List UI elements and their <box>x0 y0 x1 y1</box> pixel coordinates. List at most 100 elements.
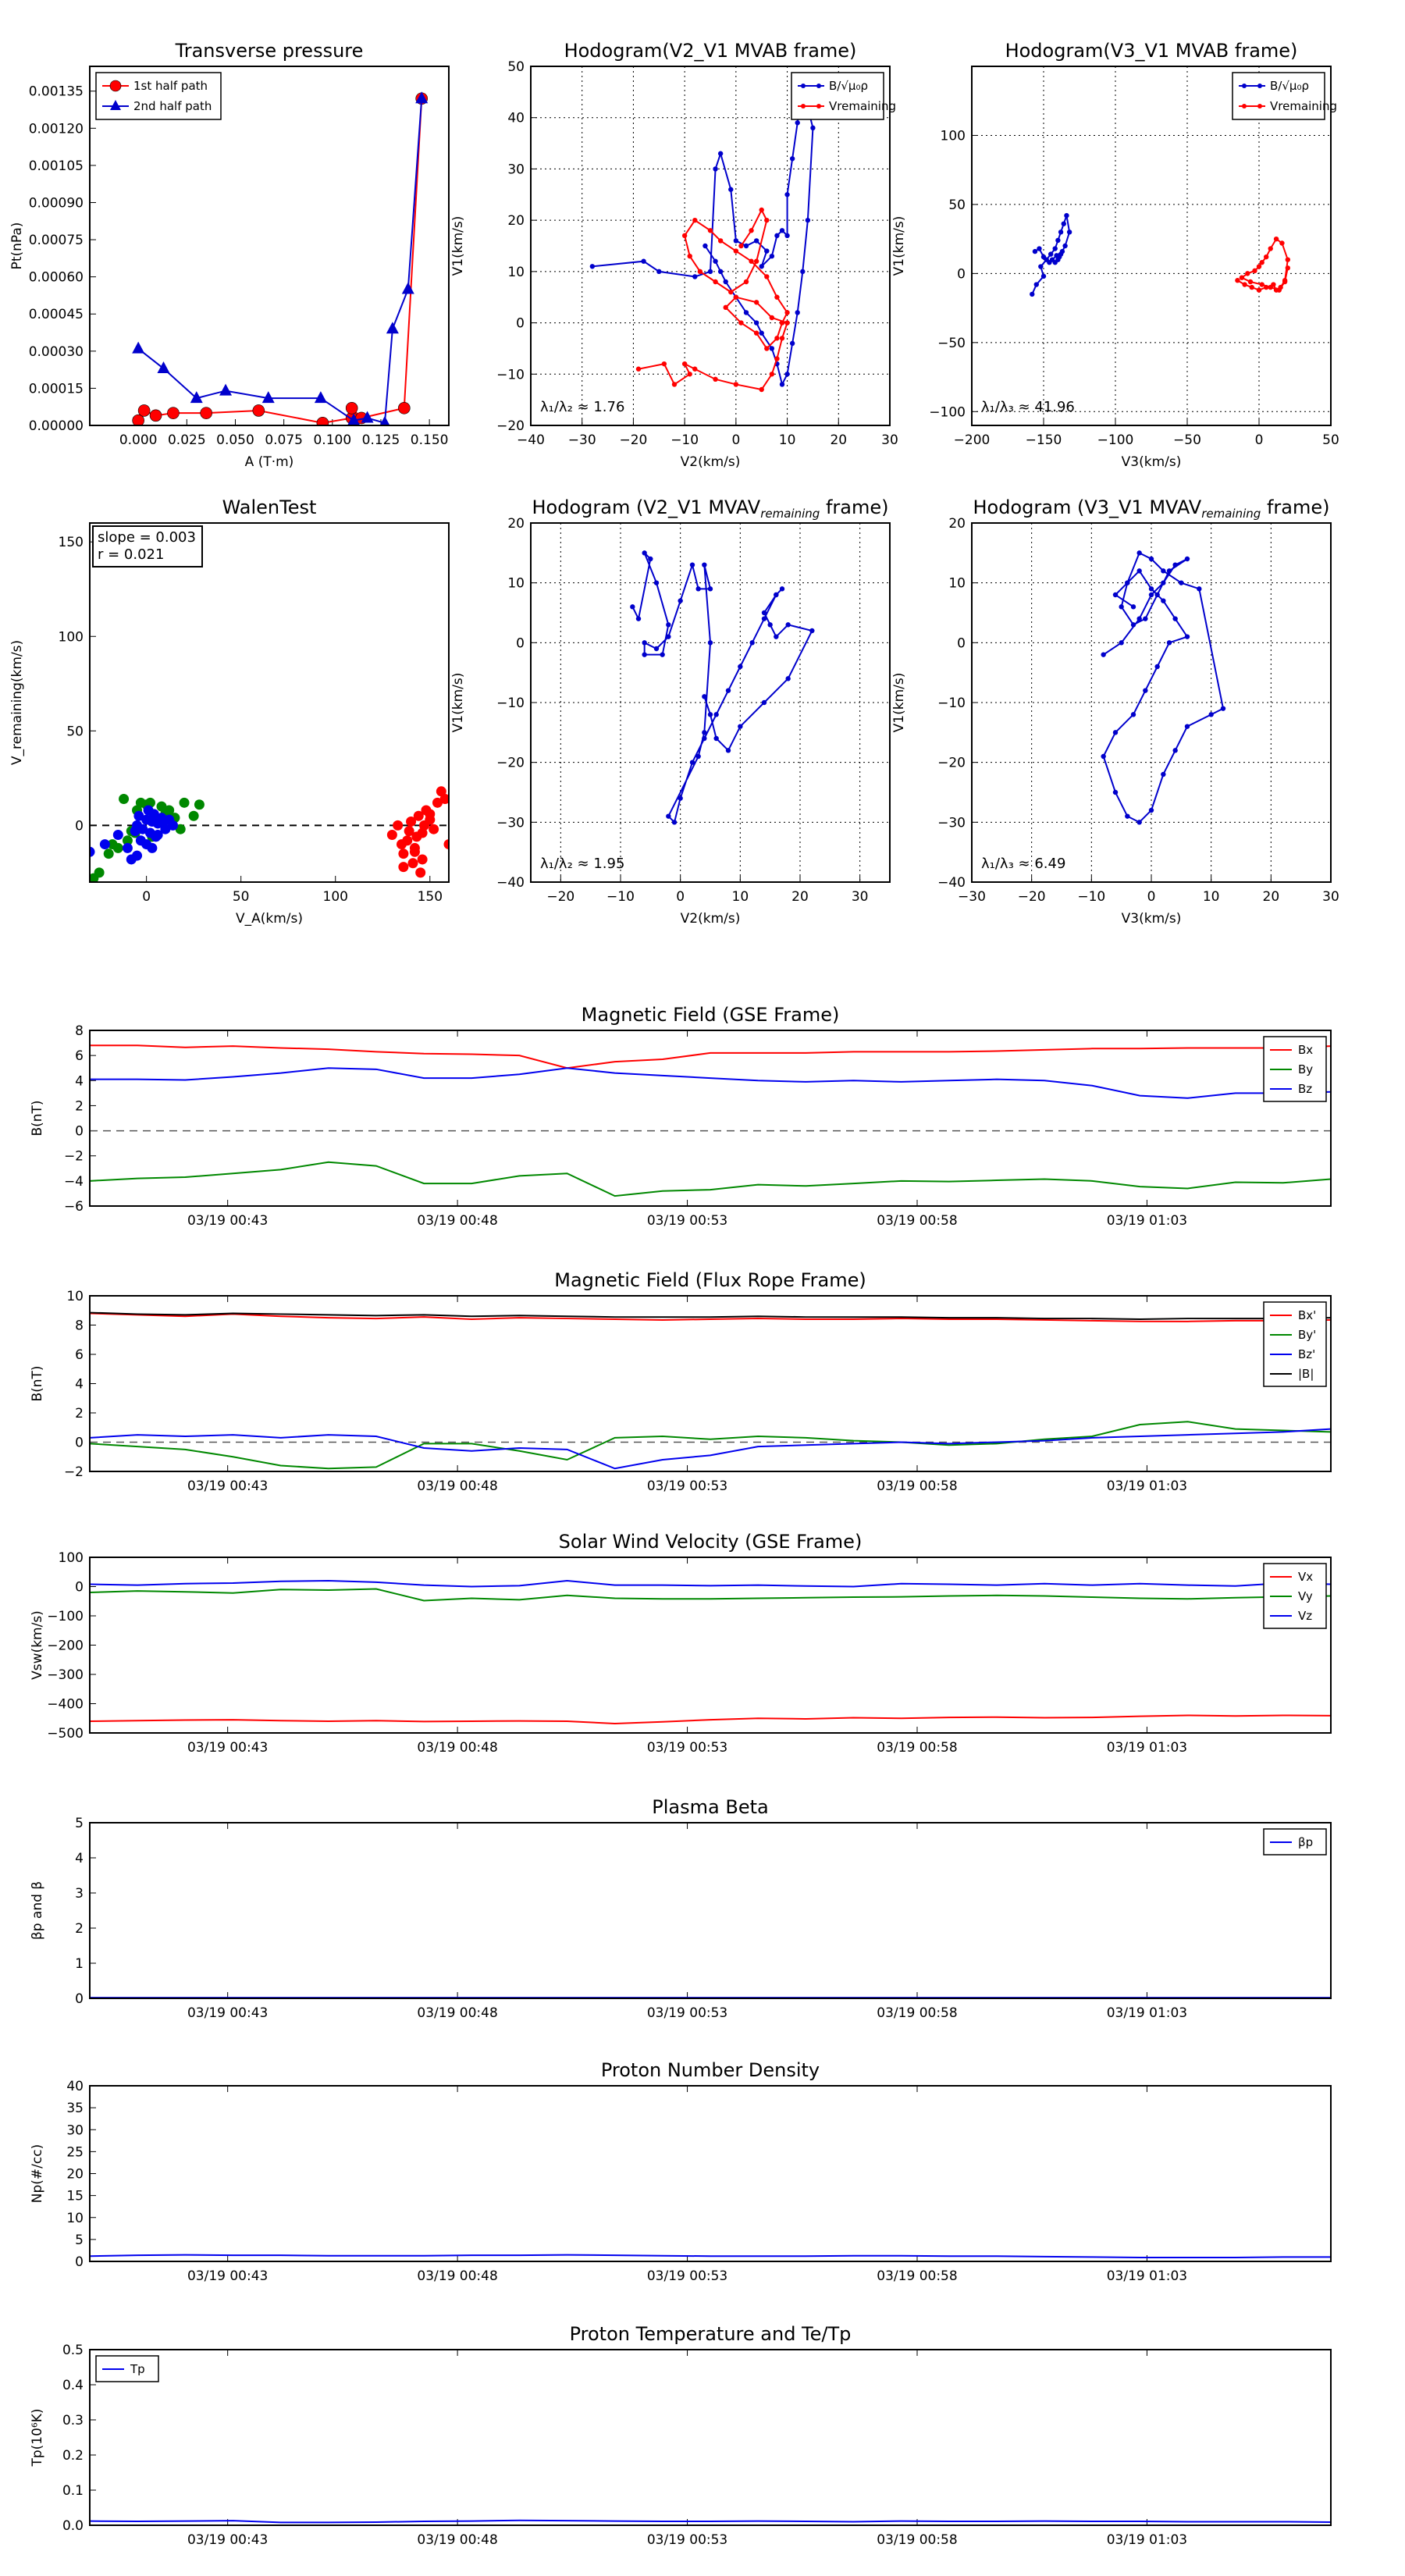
hodogram_v2v1_mvav-xtick-label: −20 <box>546 889 574 905</box>
walen_test-point <box>168 820 179 831</box>
transverse_pressure-point <box>157 361 170 374</box>
hodogram_v2v1_mvav-ytick-label: 20 <box>507 516 525 532</box>
hodogram_v2v1_mvav-point <box>653 580 660 585</box>
hodogram_v3v1_mvav-point <box>1112 730 1119 735</box>
transverse_pressure-point <box>137 404 151 417</box>
hodogram_v2v1_mvav-point <box>702 735 707 742</box>
hodogram_v2v1_mvab-point <box>779 320 785 326</box>
hodogram_v3v1_mvav-point <box>1166 568 1172 574</box>
plasma_beta-ytick-label: 0 <box>75 1991 84 2007</box>
proton_temp-legend-label: Tp <box>130 2362 145 2376</box>
walen_test-point <box>415 867 426 878</box>
hodogram_v2v1_mvab-point <box>641 258 646 264</box>
hodogram_v2v1_mvav-ytick-label: 10 <box>507 576 525 592</box>
hodogram_v3v1_mvab-point <box>1032 248 1038 254</box>
walen_test-point <box>393 820 404 831</box>
mag_gse-series-line-0 <box>90 1044 1332 1069</box>
hodogram_v3v1_mvab-point <box>1252 268 1257 274</box>
hodogram_v3v1_mvab-point <box>1264 284 1269 290</box>
transverse_pressure-point <box>261 391 275 404</box>
proton_density-title: Proton Number Density <box>601 2059 820 2081</box>
hodogram_v2v1_mvav-point <box>660 652 665 657</box>
hodogram_v2v1_mvav-point <box>702 694 707 699</box>
hodogram_v2v1_mvav-title: Hodogram (V2_V1 MVAVremaining frame) <box>532 496 889 521</box>
hodogram_v2v1_mvab-xtick-label: 20 <box>830 432 847 448</box>
mag_fr-xtick-label: 03/19 01:03 <box>1107 1478 1187 1494</box>
transverse_pressure-xtick-label: 0.025 <box>168 432 206 448</box>
plasma_beta-xtick-label: 03/19 00:53 <box>647 2005 727 2021</box>
proton_temp-chart: Proton Temperature and Te/Tp 03/19 00:43 0… <box>30 2323 1332 2548</box>
hodogram_v3v1_mvav-point <box>1143 688 1148 693</box>
plasma_beta-ytick-label: 4 <box>75 1851 84 1866</box>
hodogram_v2v1_mvab-point <box>717 269 724 275</box>
hodogram_v2v1_mvab-point <box>723 279 728 285</box>
walen_test-xtick-label: 0 <box>142 889 151 905</box>
walen_test-point <box>164 805 175 816</box>
hodogram_v3v1_mvab-legend-marker <box>1257 104 1262 109</box>
hodogram_v3v1_mvav-xtick-label: 0 <box>1147 889 1156 905</box>
transverse_pressure-point <box>252 404 265 417</box>
mag_gse-legend-label: Bx <box>1298 1043 1313 1057</box>
hodogram_v2v1_mvav-point <box>749 640 755 646</box>
mag_gse-legend-label: By <box>1298 1062 1313 1076</box>
transverse_pressure-legend-label: 2nd half path <box>133 99 212 113</box>
hodogram_v3v1_mvab-point <box>1052 246 1058 251</box>
hodogram_v3v1_mvab-xtick-label: −150 <box>1026 432 1062 448</box>
hodogram_v3v1_mvab-ylabel: V1(km/s) <box>891 216 907 276</box>
hodogram_v3v1_mvav-xtick-label: 20 <box>1263 889 1280 905</box>
plasma_beta-ytick-label: 5 <box>75 1816 84 1831</box>
proton_temp-ytick-label: 0.4 <box>62 2378 84 2393</box>
sw_velocity-ytick-label: −400 <box>47 1697 84 1713</box>
hodogram_v2v1_mvab-point <box>764 248 770 254</box>
walen_test-point <box>103 849 114 859</box>
mag_gse-chart: Magnetic Field (GSE Frame) 03/19 00:43 03/… <box>30 1004 1332 1229</box>
hodogram_v3v1_mvav-point <box>1130 622 1136 628</box>
transverse_pressure-legend-marker <box>110 100 121 110</box>
proton_density-series-line-0 <box>89 2254 1331 2258</box>
proton_temp-xtick-label: 03/19 01:03 <box>1107 2532 1187 2548</box>
hodogram_v3v1_mvab-legend-label: Vremaining <box>1270 99 1337 113</box>
hodogram_v2v1_mvab-point <box>656 269 662 275</box>
hodogram_v2v1_mvab-point <box>692 366 698 372</box>
hodogram_v2v1_mvab-ytick-label: 50 <box>507 59 525 75</box>
hodogram_v2v1_mvab-point <box>687 253 692 259</box>
hodogram_v3v1_mvav-ytick-label: −10 <box>937 696 966 711</box>
walen_test-axes-frame <box>89 522 450 883</box>
hodogram_v2v1_mvab-title: Hodogram(V2_V1 MVAB frame) <box>564 40 857 62</box>
hodogram_v3v1_mvab-point <box>1235 278 1240 283</box>
hodogram_v2v1_mvav-point <box>642 640 647 646</box>
mag_gse-ytick-label: 0 <box>75 1124 84 1140</box>
hodogram_v3v1_mvav-point <box>1197 586 1202 592</box>
mag_fr-series-line-2 <box>89 1428 1332 1470</box>
walen_test-point <box>175 824 186 834</box>
hodogram_v2v1_mvab-point <box>769 346 775 351</box>
mag_fr-series-line-3 <box>89 1311 1332 1321</box>
hodogram_v2v1_mvav-point <box>653 646 660 652</box>
proton_temp-ytick-label: 0.5 <box>62 2343 84 2358</box>
hodogram_v2v1_mvab-point <box>774 356 780 361</box>
hodogram_v2v1_mvab-ytick-label: 10 <box>507 265 525 280</box>
proton_temp-title: Proton Temperature and Te/Tp <box>570 2323 852 2345</box>
hodogram_v2v1_mvab-legend-label: Vremaining <box>829 99 896 113</box>
walen_test-point <box>439 793 449 804</box>
mag_fr-xtick-label: 03/19 00:48 <box>417 1478 497 1494</box>
mag_fr-ytick-label: 2 <box>75 1406 84 1421</box>
hodogram_v2v1_mvav-point <box>767 622 773 628</box>
plasma_beta-xtick-label: 03/19 01:03 <box>1107 2005 1187 2021</box>
hodogram_v3v1_mvab-point <box>1040 273 1047 279</box>
hodogram_v2v1_mvab-point <box>728 187 734 192</box>
transverse_pressure-ytick-label: 0.00105 <box>29 158 84 174</box>
mag_gse-ytick-label: −4 <box>64 1174 84 1190</box>
hodogram_v2v1_mvab-chart: Hodogram(V2_V1 MVAB frame) −40 −30 −20 −10 0 1… <box>450 40 898 470</box>
proton_density-axes-frame <box>89 2085 1332 2262</box>
hodogram_v2v1_mvav-point <box>666 622 671 628</box>
hodogram_v2v1_mvab-point <box>635 366 642 372</box>
hodogram_v2v1_mvav-point <box>642 652 647 657</box>
walen_test-point <box>443 839 449 850</box>
transverse_pressure-ytick-label: 0.00045 <box>29 307 84 322</box>
walen_test-point <box>99 839 110 850</box>
hodogram_v3v1_mvav-xtick-label: −20 <box>1018 889 1046 905</box>
proton_density-xtick-label: 03/19 00:43 <box>187 2268 268 2284</box>
hodogram_v2v1_mvav-xtick-label: −10 <box>606 889 635 905</box>
walen_test-ytick-label: 0 <box>75 818 84 834</box>
